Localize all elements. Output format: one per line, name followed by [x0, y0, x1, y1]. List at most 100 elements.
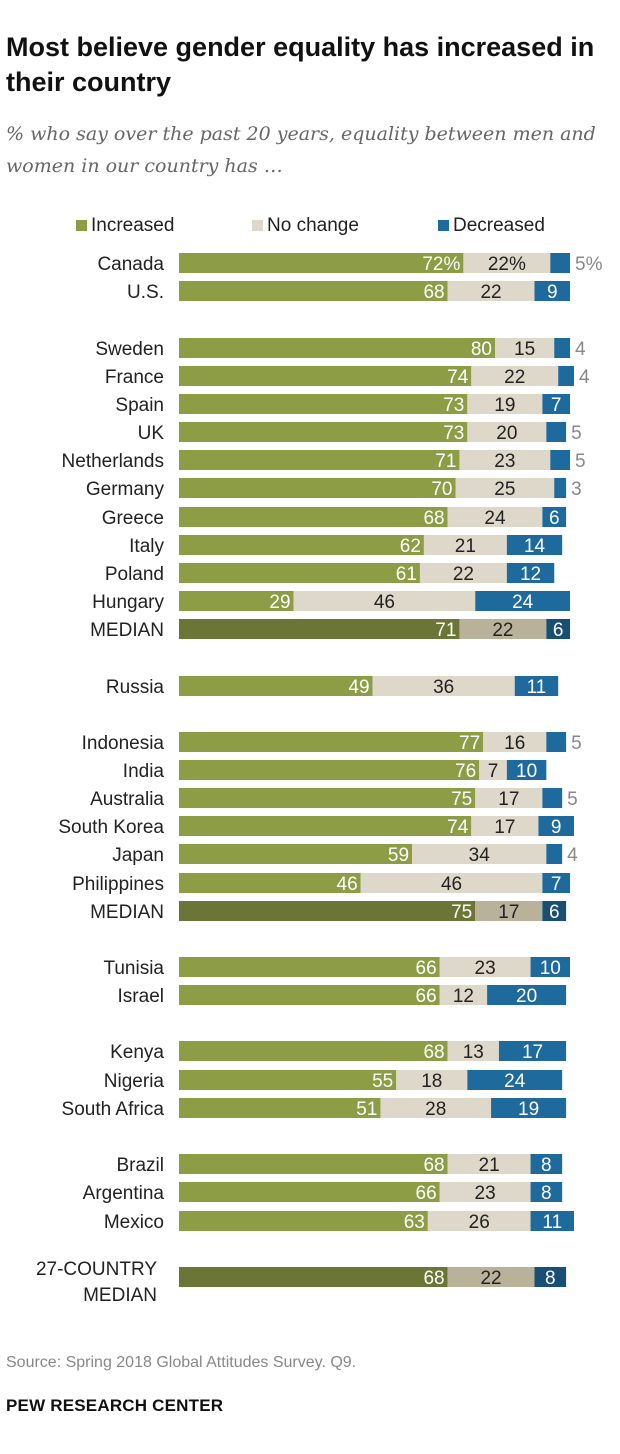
data-label-increased: 74	[447, 817, 469, 838]
data-label-increased: 61	[396, 564, 417, 585]
category-label: Canada	[97, 254, 164, 275]
data-label-decreased: 4	[567, 845, 578, 866]
data-label-decreased: 24	[512, 592, 534, 613]
data-label-no-change: 28	[425, 1099, 446, 1120]
data-label-increased: 59	[388, 845, 409, 866]
bar-increased	[179, 394, 468, 414]
bar-decreased	[546, 844, 563, 864]
bar-decreased	[542, 901, 567, 921]
data-label-no-change: 22	[480, 282, 501, 303]
bar-increased	[179, 816, 472, 836]
data-label-decreased: 5	[571, 733, 582, 754]
data-label-no-change: 22	[492, 620, 513, 641]
data-label-increased: 63	[404, 1212, 425, 1233]
bar-increased	[179, 366, 472, 386]
category-label: France	[105, 367, 164, 388]
bar-no-change	[467, 422, 547, 442]
data-label-increased: 49	[348, 677, 369, 698]
data-label-no-change: 15	[514, 339, 535, 360]
bar-increased	[179, 619, 460, 639]
bar-no-change	[427, 1211, 531, 1231]
bar-no-change	[293, 591, 476, 611]
bar-increased	[179, 1267, 448, 1287]
bar-increased	[179, 1070, 397, 1090]
category-label: Brazil	[116, 1155, 164, 1176]
data-label-increased: 62	[400, 536, 421, 557]
data-label-increased: 68	[423, 1155, 444, 1176]
bar-decreased	[542, 873, 571, 893]
chart-title: Most believe gender equality has increas…	[6, 32, 595, 97]
data-label-no-change: 22	[504, 367, 525, 388]
bar-increased	[179, 732, 484, 752]
data-label-increased: 66	[416, 986, 437, 1007]
data-label-decreased: 14	[524, 536, 546, 557]
data-label-increased: 29	[269, 592, 290, 613]
data-label-decreased: 4	[579, 367, 590, 388]
bar-no-change	[459, 619, 547, 639]
data-label-decreased: 4	[575, 339, 586, 360]
data-label-no-change: 34	[469, 845, 491, 866]
category-label: Tunisia	[103, 958, 164, 979]
bar-decreased	[467, 1070, 563, 1090]
bar-decreased	[530, 1211, 574, 1231]
data-label-increased: 68	[423, 508, 444, 529]
bar-increased	[179, 478, 456, 498]
bar-decreased	[546, 422, 567, 442]
data-label-no-change: 46	[441, 874, 462, 895]
bar-decreased	[550, 253, 571, 273]
bar-no-change	[419, 563, 507, 583]
category-label: MEDIAN	[90, 620, 164, 641]
category-label: Poland	[105, 564, 164, 585]
data-label-increased: 71	[435, 451, 456, 472]
data-label-decreased: 24	[504, 1071, 526, 1092]
legend-swatch-increased	[76, 220, 87, 231]
bar-increased	[179, 253, 464, 273]
bar-decreased	[506, 563, 555, 583]
bar-increased	[179, 760, 480, 780]
category-label: UK	[138, 423, 165, 444]
data-label-increased: 75	[451, 789, 472, 810]
data-label-no-change: 18	[421, 1071, 442, 1092]
category-label: 27-COUNTRY MEDIAN	[36, 1259, 157, 1306]
bar-no-change	[447, 1154, 531, 1174]
bar-increased	[179, 873, 361, 893]
data-label-no-change: 17	[494, 817, 515, 838]
bar-increased	[179, 1041, 448, 1061]
bar-increased	[179, 450, 460, 470]
data-label-increased: 72%	[422, 254, 460, 275]
data-label-no-change: 23	[475, 1183, 496, 1204]
bar-decreased	[542, 507, 567, 527]
bar-decreased	[514, 676, 559, 696]
bar-increased	[179, 957, 440, 977]
data-label-increased: 71	[435, 620, 456, 641]
data-label-increased: 66	[416, 958, 437, 979]
bar-increased	[179, 1211, 428, 1231]
bar-decreased	[530, 1182, 563, 1202]
data-label-increased: 76	[455, 761, 476, 782]
bar-decreased	[530, 957, 571, 977]
bar-no-change	[439, 957, 531, 977]
bar-increased	[179, 901, 476, 921]
data-label-decreased: 8	[541, 1155, 552, 1176]
data-label-decreased: 10	[516, 761, 537, 782]
bar-increased	[179, 985, 440, 1005]
data-label-increased: 70	[431, 479, 452, 500]
data-label-no-change: 20	[496, 423, 517, 444]
data-label-no-change: 12	[453, 986, 474, 1007]
bar-increased	[179, 844, 413, 864]
bar-increased	[179, 563, 420, 583]
data-label-no-change: 22%	[488, 254, 526, 275]
bar-no-change	[459, 450, 551, 470]
data-label-increased: 46	[337, 874, 358, 895]
bar-increased	[179, 281, 448, 301]
data-label-no-change: 13	[463, 1042, 484, 1063]
data-label-increased: 68	[423, 1268, 444, 1289]
category-label: Indonesia	[82, 733, 165, 754]
category-label: India	[123, 761, 165, 782]
data-label-decreased: 17	[522, 1042, 543, 1063]
data-label-decreased: 20	[516, 986, 537, 1007]
legend-item-no-change: No change	[252, 213, 359, 239]
category-label: Spain	[115, 395, 164, 416]
bar-no-change	[423, 535, 507, 555]
bar-no-change	[475, 788, 543, 808]
